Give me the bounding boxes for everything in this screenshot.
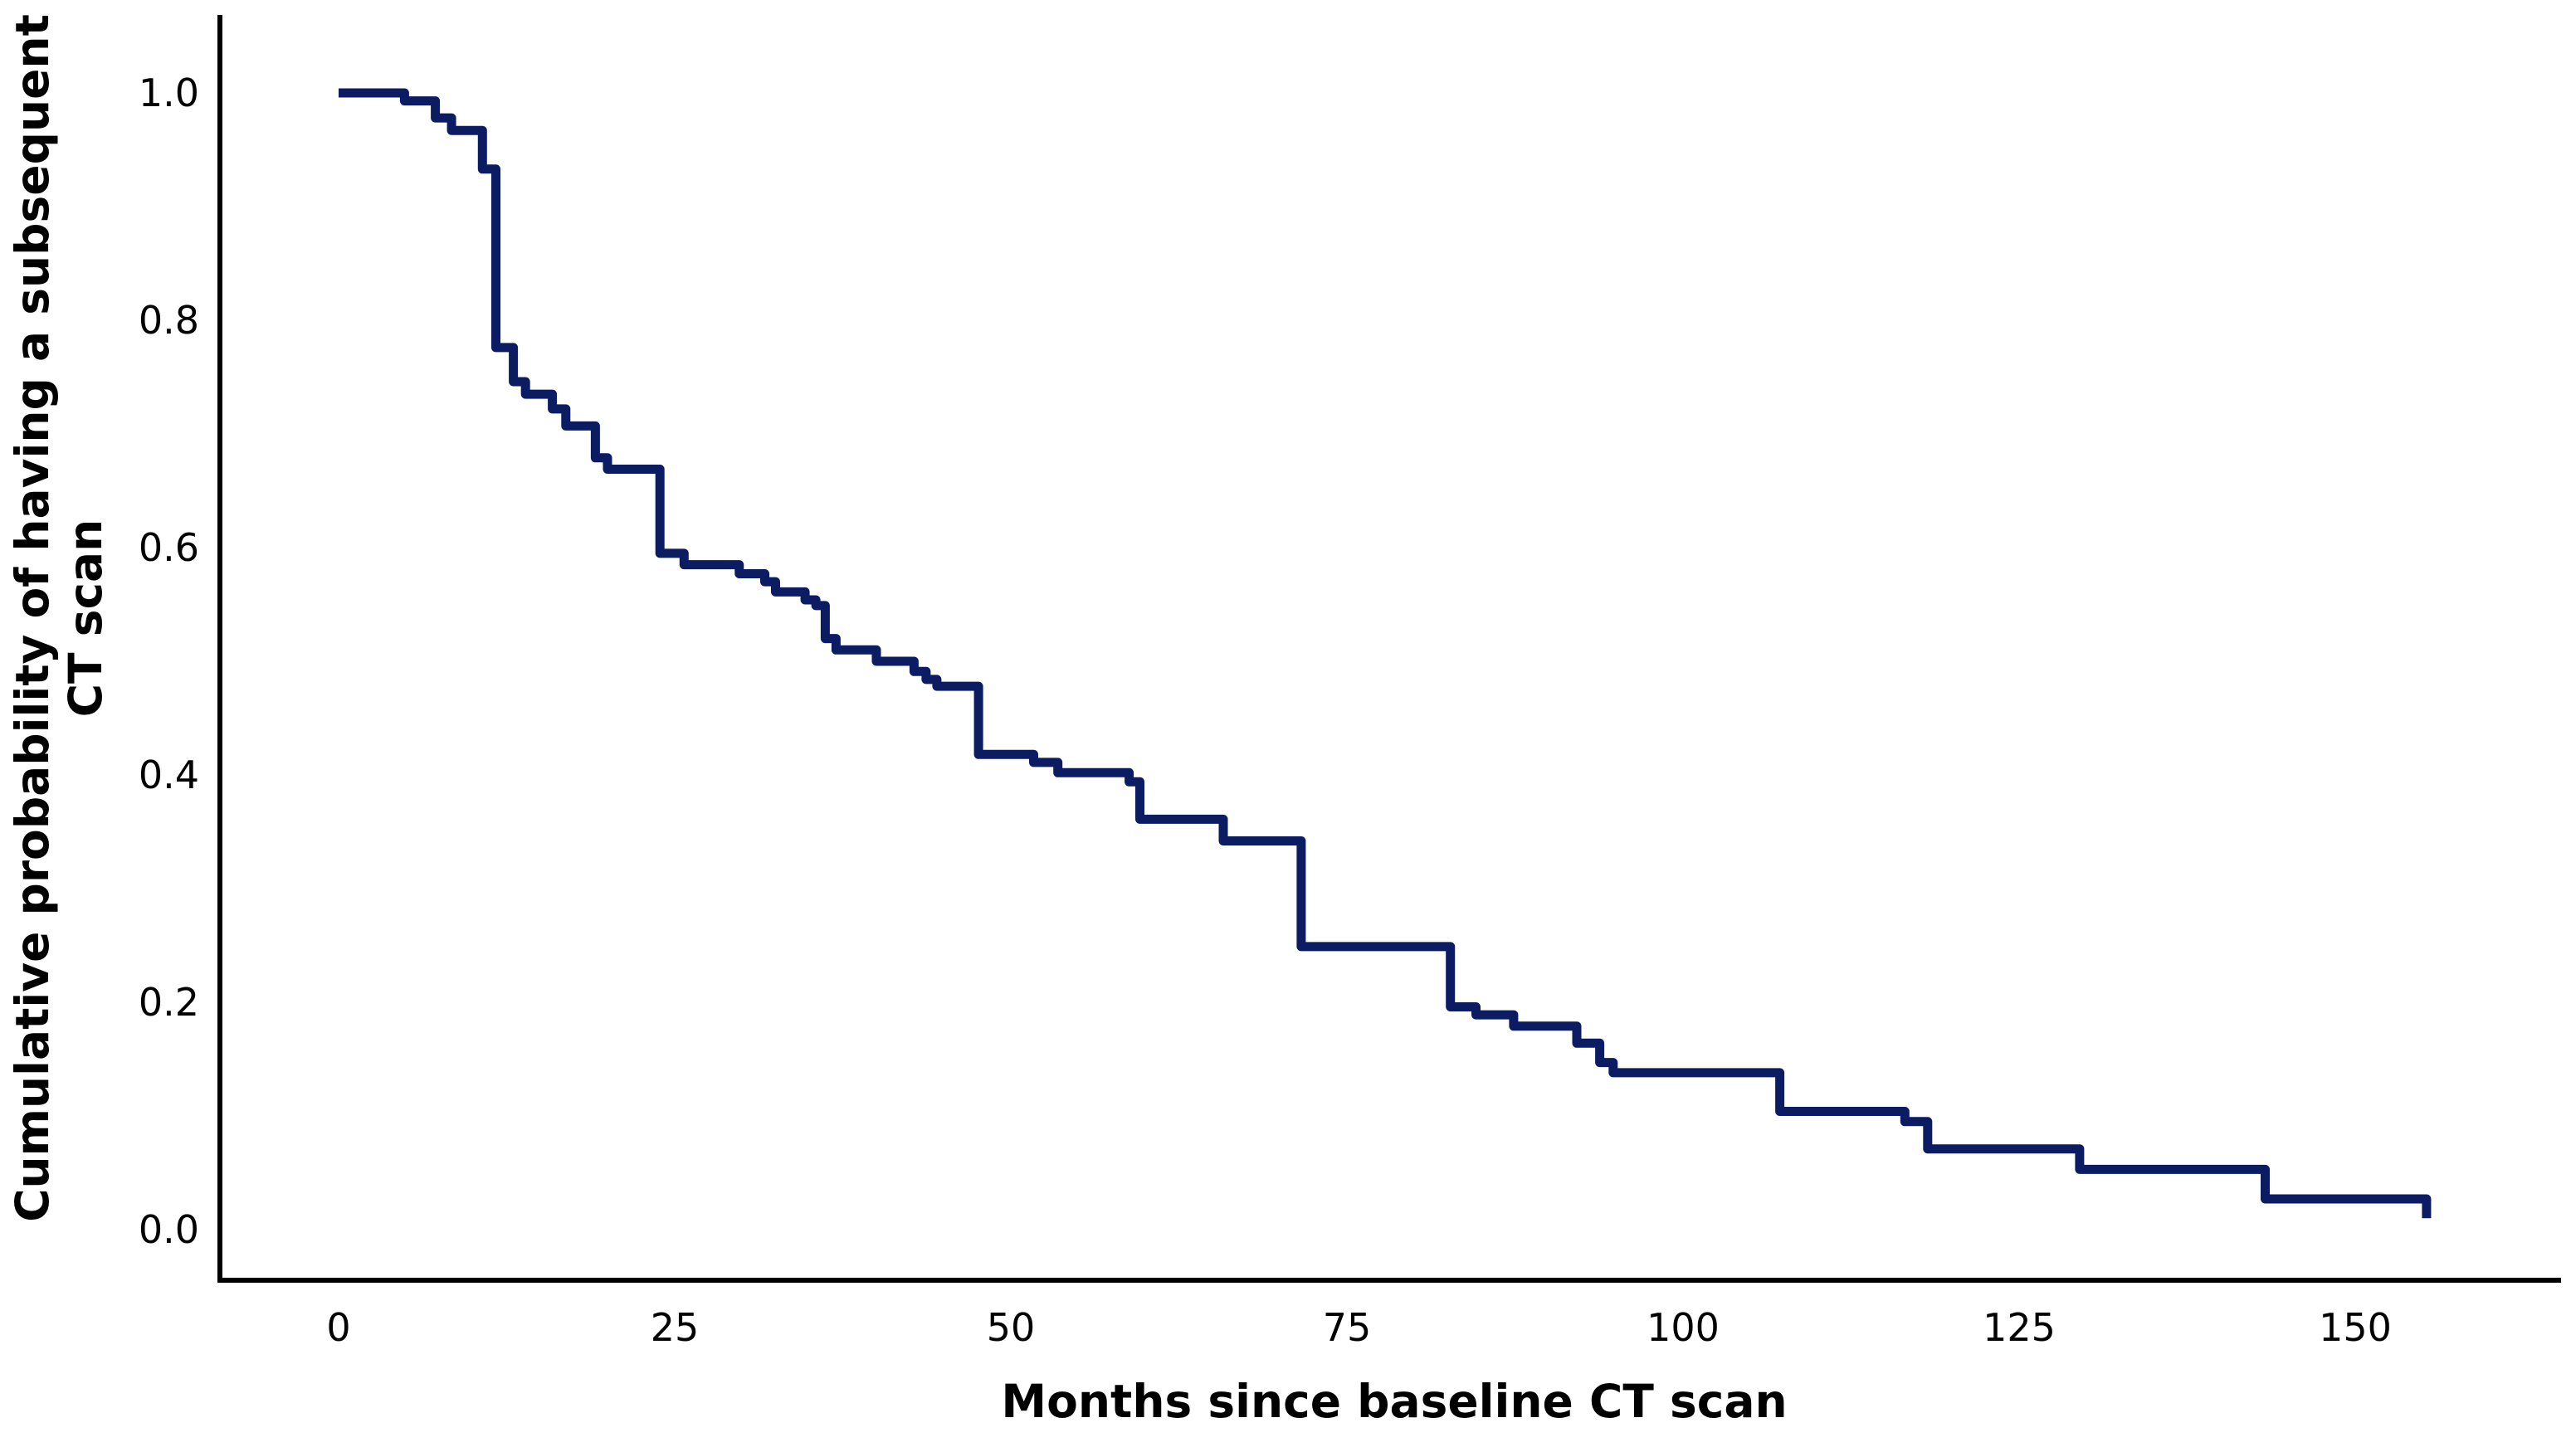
x-axis-title: Months since baseline CT scan (1001, 1375, 1787, 1428)
y-tick-label: 0.8 (139, 298, 199, 343)
y-tick-label: 0.0 (139, 1207, 199, 1252)
km-step-curve (339, 88, 2432, 1219)
y-tick-label: 0.2 (139, 980, 199, 1025)
y-axis-title-line2: CT scan (59, 519, 112, 718)
x-tick-labels: 0 25 50 75 100 125 150 (326, 1305, 2392, 1350)
y-tick-label: 1.0 (139, 71, 199, 115)
x-tick-label: 50 (987, 1305, 1036, 1350)
y-tick-labels: 1.0 0.8 0.6 0.4 0.2 0.0 (139, 71, 199, 1252)
x-tick-label: 150 (2319, 1305, 2392, 1350)
y-tick-label: 0.4 (139, 753, 199, 797)
x-tick-label: 75 (1323, 1305, 1372, 1350)
x-tick-label: 25 (651, 1305, 700, 1350)
y-tick-label: 0.6 (139, 525, 199, 570)
x-tick-label: 100 (1647, 1305, 1720, 1350)
x-tick-label: 0 (326, 1305, 350, 1350)
x-tick-label: 125 (1983, 1305, 2056, 1350)
y-axis-title-line1: Cumulative probability of having a subse… (6, 14, 59, 1222)
